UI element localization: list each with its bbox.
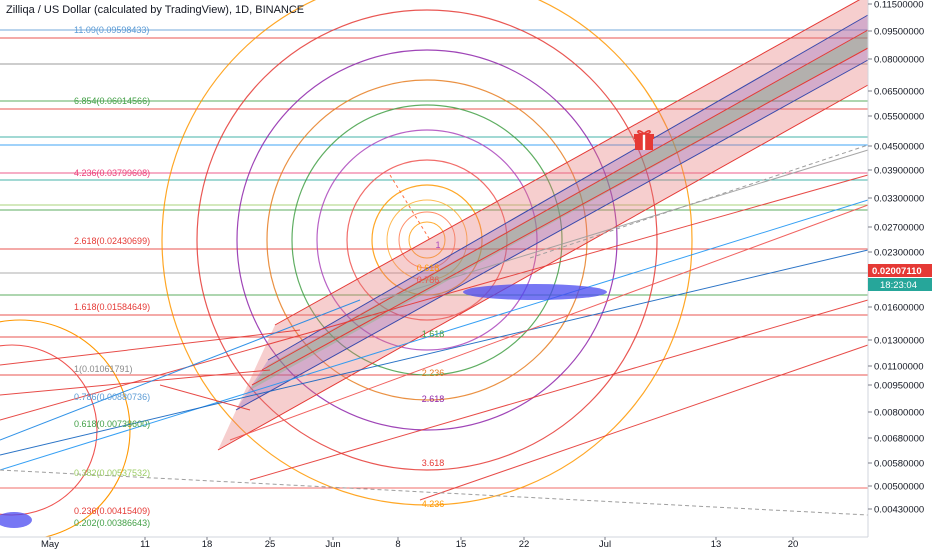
fib-retracement-label: 0.786(0.00880736)	[74, 392, 150, 402]
channel-band	[218, 0, 868, 450]
fib-retracement-label: 4.236(0.03799608)	[74, 168, 150, 178]
price-tick-label: 0.05500000	[874, 112, 924, 123]
fib-retracement-label: 0.618(0.00738600)	[74, 419, 150, 429]
channel-band	[236, 15, 868, 410]
fib-circle-label: 2.618	[422, 394, 445, 404]
trend-line	[0, 199, 869, 471]
time-axis-background	[0, 537, 868, 550]
fib-circle-label: 1	[435, 240, 440, 250]
price-tick-label: 0.01300000	[874, 336, 924, 347]
price-tick-label: 0.02700000	[874, 223, 924, 234]
time-tick-label: Jul	[599, 539, 611, 550]
fib-circle	[291, 104, 563, 376]
price-tick-label: 0.00500000	[874, 482, 924, 493]
time-axis: May 11 18 25 Jun 8 15 22 Jul 13 20	[0, 536, 868, 550]
time-tick-label: 8	[395, 539, 400, 550]
fib-circle-label: 1.618	[422, 329, 445, 339]
trend-line	[0, 174, 869, 421]
price-tick-label: 0.00950000	[874, 381, 924, 392]
price-tick-label: 0.04500000	[874, 142, 924, 153]
fib-retracement-label: 0.382(0.00537532)	[74, 468, 150, 478]
time-tick-label: 25	[265, 539, 276, 550]
fib-circle	[236, 49, 618, 431]
fib-retracement-label: 11.09(0.09598433)	[74, 25, 149, 35]
highlight-ellipse	[0, 512, 32, 528]
time-tick-label: 15	[456, 539, 467, 550]
price-tick-label: 0.01600000	[874, 303, 924, 314]
channel-band	[250, 30, 868, 390]
price-tick-label: 0.03300000	[874, 194, 924, 205]
fib-circle-label: 0.786	[417, 275, 440, 285]
fib-retracement-label: 2.618(0.02430699)	[74, 236, 150, 246]
last-price-label: 0.02007110	[872, 266, 922, 277]
countdown-badge	[868, 278, 932, 291]
time-tick-label: 22	[519, 539, 530, 550]
fib-retracement-label: 6.854(0.06014566)	[74, 96, 150, 106]
time-tick-label: 20	[788, 539, 799, 550]
fib-circle-label: 2.236	[422, 368, 445, 378]
fib-circle-label: 4.236	[422, 499, 445, 509]
fib-circle	[266, 79, 588, 401]
price-tick-label: 0.00680000	[874, 434, 924, 445]
channel-line	[261, 29, 869, 371]
chart-title: Zilliqa / US Dollar (calculated by Tradi…	[6, 4, 305, 16]
trend-line	[0, 249, 869, 456]
price-tick-label: 0.02300000	[874, 248, 924, 259]
trend-line	[229, 204, 869, 441]
trend-line	[0, 369, 271, 396]
fib-retracement-label: 0.236(0.00415409)	[74, 506, 150, 516]
price-tick-label: 0.08000000	[874, 55, 924, 66]
fib-circle	[196, 9, 658, 471]
time-tick-label: Jun	[325, 539, 340, 550]
highlight-ellipse	[463, 284, 607, 300]
fib-circle-label: 3.618	[422, 458, 445, 468]
fib-retracement-label: 1.618(0.01584649)	[74, 302, 150, 312]
fib-retracement-label: 0.202(0.00386643)	[74, 518, 150, 528]
fib-circle-label: 0.618	[417, 263, 440, 273]
fib-circle	[408, 221, 446, 259]
channel-line	[251, 47, 869, 386]
trend-line	[0, 299, 361, 441]
trend-line	[0, 329, 301, 366]
gift-icon	[634, 130, 654, 150]
countdown-label: 18:23:04	[880, 280, 917, 291]
price-tick-label: 0.01100000	[874, 362, 924, 373]
price-tick-label: 0.00580000	[874, 459, 924, 470]
fib-circle	[386, 199, 468, 281]
trend-line-dashed	[0, 469, 869, 516]
fib-circle	[161, 0, 693, 506]
channel-line	[267, 14, 869, 361]
price-tick-label: 0.11500000	[874, 0, 924, 11]
trend-line	[379, 149, 869, 301]
time-tick-label: 13	[711, 539, 722, 550]
fib-circle	[371, 184, 483, 296]
trend-line	[159, 384, 251, 411]
fib-retracement-label: 1(0.01061791)	[74, 364, 133, 374]
last-price-badge	[868, 264, 932, 277]
trend-line	[249, 299, 869, 481]
channel-line	[274, 0, 861, 326]
trend-line-dashed	[389, 174, 431, 241]
price-tick-label: 0.00800000	[874, 408, 924, 419]
time-tick-label: May	[41, 539, 59, 550]
time-tick-label: 18	[202, 539, 213, 550]
channel-line	[217, 84, 869, 451]
plot-layer: 11.09(0.09598433) 6.854(0.06014566) 4.236(…	[0, 0, 869, 541]
plot-background	[0, 0, 868, 537]
price-tick-label: 0.06500000	[874, 87, 924, 98]
price-tick-label: 0.03900000	[874, 166, 924, 177]
price-tick-label: 0.00430000	[874, 505, 924, 516]
time-tick-label: 11	[140, 539, 150, 550]
price-tick-label: 0.09500000	[874, 27, 924, 38]
channel-line	[235, 59, 869, 411]
trend-line-dashed	[529, 144, 869, 259]
fib-circle	[346, 159, 508, 321]
price-axis: 0.11500000 0.09500000 0.08000000 0.06500000…	[867, 0, 932, 550]
trend-line	[419, 344, 869, 501]
fib-circle	[316, 129, 538, 351]
